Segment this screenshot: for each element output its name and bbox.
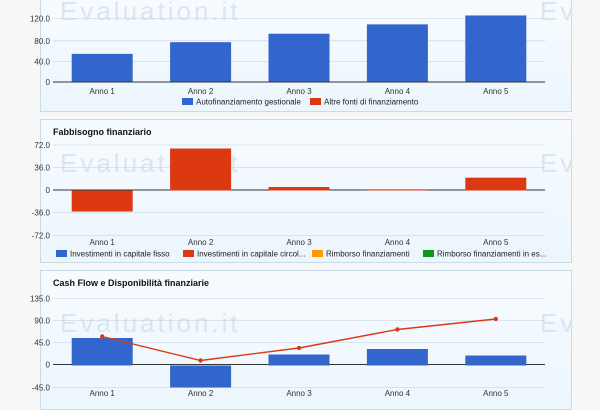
bar-anno-1 <box>71 190 133 212</box>
x-tick-label: Anno 5 <box>483 87 509 96</box>
watermark-text: Ev <box>540 148 576 178</box>
x-tick-label: Anno 2 <box>188 238 214 247</box>
x-tick-label: Anno 3 <box>286 238 312 247</box>
legend-label: Investimenti in capitale circol... <box>197 250 306 259</box>
x-tick-label: Anno 3 <box>286 87 312 96</box>
bar-anno-1 <box>71 338 133 366</box>
y-tick-label: 0 <box>46 186 51 195</box>
y-tick-label: 45.0 <box>34 339 50 348</box>
y-tick-label: 36.0 <box>34 164 50 173</box>
bar-anno-3 <box>268 187 330 191</box>
bar-anno-2 <box>170 148 232 191</box>
x-tick-label: Anno 5 <box>483 238 509 247</box>
line-point <box>100 334 105 339</box>
watermark-text: Evaluation.it <box>60 308 241 338</box>
bar-anno-5 <box>465 355 527 366</box>
legend-label: Investimenti in capitale fisso <box>70 250 170 259</box>
y-tick-label: 72.0 <box>34 141 50 150</box>
y-tick-label: 0 <box>46 361 51 370</box>
y-tick-label: -36.0 <box>32 209 51 218</box>
bar-anno-5 <box>465 15 527 82</box>
legend-swatch <box>310 98 321 105</box>
y-tick-label: -45.0 <box>32 384 51 393</box>
x-tick-label: Anno 2 <box>188 87 214 96</box>
x-tick-label: Anno 4 <box>385 389 411 398</box>
chart-title: Cash Flow e Disponibilità finanziarie <box>53 278 209 288</box>
y-tick-label: 90.0 <box>34 317 50 326</box>
y-tick-label: -72.0 <box>32 232 51 241</box>
watermark-text: Evaluation.it <box>60 0 241 26</box>
x-tick-label: Anno 2 <box>188 389 214 398</box>
bar-anno-4 <box>366 349 428 366</box>
bar-anno-4 <box>366 189 428 191</box>
legend-swatch <box>312 250 323 257</box>
charts-canvas: Evaluation.it Ev 0 40.0 80.0 120.0 Anno 1 Anno … <box>30 0 576 398</box>
x-tick-label: Anno 1 <box>90 389 116 398</box>
y-tick-label: 135.0 <box>30 295 51 304</box>
line-point <box>493 316 498 322</box>
legend-label: Altre fonti di finanziamento <box>324 98 419 107</box>
x-tick-label: Anno 1 <box>90 238 116 247</box>
bar-anno-5 <box>465 177 527 191</box>
x-tick-label: Anno 4 <box>385 87 411 96</box>
line-point <box>198 358 203 363</box>
legend-label: Rimborso finanziamenti in es... <box>437 250 546 259</box>
legend-label: Autofinanziamento gestionale <box>196 98 302 107</box>
chart-title: Fabbisogno finanziario <box>53 127 152 137</box>
watermark-text: Ev <box>540 308 576 338</box>
legend-swatch <box>183 250 194 257</box>
y-tick-label: 40.0 <box>34 57 50 66</box>
legend-swatch <box>423 250 434 257</box>
legend-swatch <box>56 250 67 257</box>
watermark-text: Ev <box>540 0 576 26</box>
bar-anno-2 <box>170 42 232 82</box>
legend-label: Rimborso finanziamenti <box>326 250 410 259</box>
x-tick-label: Anno 3 <box>286 389 312 398</box>
bar-anno-4 <box>366 24 428 82</box>
bar-anno-3 <box>268 33 330 82</box>
x-tick-label: Anno 4 <box>385 238 411 247</box>
x-tick-label: Anno 5 <box>483 389 509 398</box>
bar-anno-3 <box>268 354 330 366</box>
bar-anno-1 <box>71 53 133 82</box>
bar-anno-2 <box>170 365 232 388</box>
y-tick-label: 120.0 <box>30 14 51 23</box>
line-point <box>296 345 302 351</box>
y-tick-label: 80.0 <box>34 37 50 46</box>
y-tick-label: 0 <box>46 78 51 87</box>
x-tick-label: Anno 1 <box>90 87 116 96</box>
legend-swatch <box>182 98 193 105</box>
line-point <box>395 327 400 332</box>
